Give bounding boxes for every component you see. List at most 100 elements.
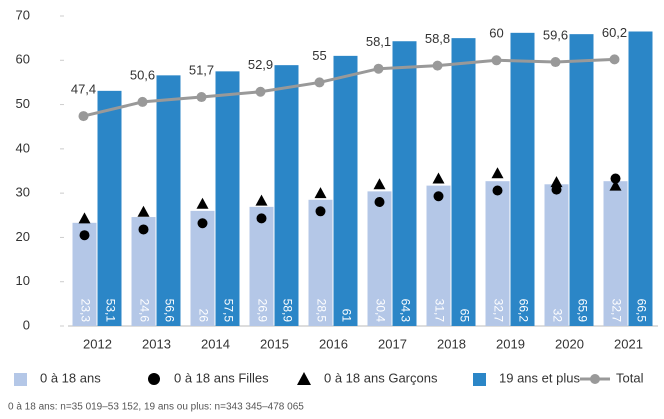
y-tick-label: 50 [16,96,30,111]
bar [569,34,594,327]
bar-value-label: 28,5 [314,299,328,323]
x-tick-label: 2015 [260,336,289,351]
bar-value-label: 56,6 [162,299,176,323]
line-point [550,57,561,68]
bar [451,38,476,327]
bar-value-label: 26,9 [255,299,269,323]
x-tick-label: 2016 [319,336,348,351]
legend-swatch [473,373,486,386]
triangle-marker [491,167,504,179]
circle-marker [197,218,208,229]
bar [131,217,156,326]
footnote: 0 à 18 ans: n=35 019–53 152, 19 ans ou p… [8,402,304,413]
triangle-marker [550,176,563,188]
line-point [78,111,89,122]
y-tick-label: 0 [23,317,30,332]
bar-value-label: 32,7 [491,299,505,323]
line-point [196,92,207,103]
bar [156,75,181,326]
circle-marker [610,173,621,184]
x-tick-label: 2021 [614,336,643,351]
line-point [255,86,266,97]
bar [603,181,628,326]
bar [367,191,392,326]
legend-swatch [297,372,311,385]
bar [628,31,653,326]
bar-value-label: 30,4 [373,299,387,323]
legend-swatch [590,374,600,384]
triangle-marker [78,212,91,224]
legend-swatch [148,373,160,385]
bar [274,65,299,327]
legend-label: 0 à 18 ans Garçons [324,370,438,385]
bar-value-label: 24,6 [137,299,151,323]
y-tick-label: 60 [16,52,30,67]
total-value-label: 58,1 [366,34,391,49]
line-point [137,96,148,107]
y-tick-label: 70 [16,7,30,22]
bar-value-label: 65,9 [575,299,589,323]
bar-value-label: 32 [550,309,564,323]
line-point [373,63,384,74]
x-tick-label: 2017 [378,336,407,351]
legend-label: 19 ans et plus [499,370,580,385]
circle-marker [492,185,503,196]
total-value-label: 55 [312,48,326,63]
legend-label: 0 à 18 ans [40,370,101,385]
x-tick-label: 2018 [437,336,466,351]
bar [190,210,215,326]
bar-value-label: 26 [196,309,210,323]
bar [544,184,569,326]
total-value-label: 52,9 [248,57,273,72]
bar [215,71,240,326]
legend-swatch [14,373,27,386]
circle-marker [138,224,149,235]
triangle-marker [137,205,150,217]
total-value-label: 60 [489,26,503,41]
circle-marker [315,206,326,217]
triangle-marker [373,178,386,190]
bar [485,181,510,326]
x-tick-label: 2012 [83,336,112,351]
x-tick-label: 2013 [142,336,171,351]
triangle-marker [314,187,327,199]
y-tick-label: 30 [16,185,30,200]
triangle-marker [196,197,209,209]
bar-value-label: 65 [457,309,471,323]
circle-marker [256,213,267,224]
total-value-label: 58,8 [425,31,450,46]
x-tick-label: 2019 [496,336,525,351]
total-value-label: 50,6 [130,67,155,82]
line-point [314,77,325,88]
bar-value-label: 23,3 [78,299,92,323]
y-tick-label: 20 [16,229,30,244]
bar [308,199,333,326]
bar [333,55,358,326]
total-value-label: 59,6 [543,27,568,42]
total-value-label: 51,7 [189,62,214,77]
circle-marker [374,197,385,207]
x-tick-label: 2014 [201,336,230,351]
bar [510,32,535,326]
bar-value-label: 66,2 [516,299,530,323]
total-line [83,57,615,118]
circle-marker [79,230,90,241]
bar-value-label: 61 [339,309,353,323]
bar-value-label: 66,5 [634,299,648,323]
bar-value-label: 32,7 [609,299,623,323]
line-point [432,60,443,71]
circle-marker [433,191,444,202]
legend-label: Total [616,370,644,385]
triangle-marker [609,179,622,191]
total-value-label: 47,4 [71,82,96,97]
bar-value-label: 57,5 [221,299,235,323]
bar-value-label: 58,9 [280,299,294,323]
circle-marker [551,184,562,195]
bar-value-label: 64,3 [398,299,412,323]
bar-value-label: 53,1 [103,299,117,323]
total-value-label: 60,2 [602,25,627,40]
legend-label: 0 à 18 ans Filles [174,370,269,385]
bar [97,90,122,326]
triangle-marker [432,172,445,184]
